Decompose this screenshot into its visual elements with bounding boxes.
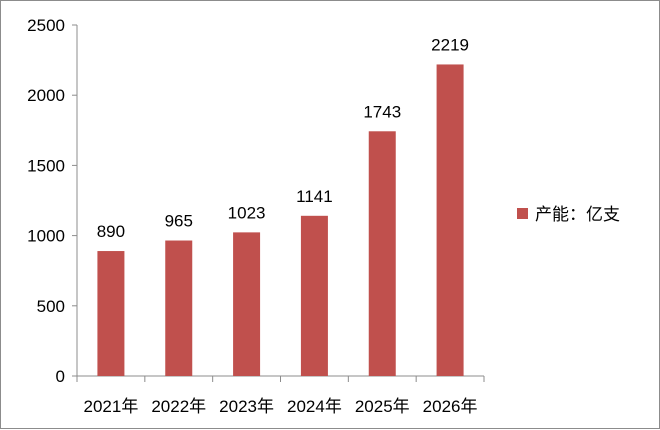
bar	[165, 240, 193, 376]
bar	[97, 251, 125, 376]
y-tick-label: 1500	[27, 156, 65, 175]
data-label: 1141	[296, 187, 333, 206]
x-axis: 2021年 2022年 2023年 2024年 2025年 2026年	[76, 375, 485, 416]
y-tick-label: 0	[56, 367, 65, 386]
bar	[436, 64, 464, 377]
legend-swatch	[517, 208, 528, 219]
y-axis: 0 500 1000 1500 2000 2500	[27, 16, 78, 386]
data-label: 2219	[431, 35, 469, 54]
bar	[368, 131, 396, 376]
x-tick-label: 2022年	[151, 397, 206, 416]
data-label: 965	[165, 212, 193, 231]
x-tick-label: 2026年	[423, 397, 478, 416]
y-tick-label: 2000	[27, 86, 65, 105]
y-tick-label: 1000	[27, 227, 65, 246]
data-labels: 890 965 1023 1141 1743 2219	[97, 35, 469, 241]
data-label: 1743	[363, 102, 401, 121]
x-tick-label: 2023年	[219, 397, 274, 416]
bars	[97, 64, 464, 377]
y-tick-label: 500	[37, 297, 65, 316]
x-tick-label: 2021年	[84, 397, 139, 416]
data-label: 890	[97, 222, 125, 241]
legend-label: 产能：亿支	[535, 205, 620, 225]
x-tick-label: 2025年	[355, 397, 410, 416]
y-tick-label: 2500	[27, 16, 65, 35]
data-label: 1023	[228, 203, 266, 222]
bar	[233, 232, 261, 376]
bar	[300, 215, 328, 376]
x-tick-label: 2024年	[287, 397, 342, 416]
legend: 产能：亿支	[517, 205, 620, 225]
